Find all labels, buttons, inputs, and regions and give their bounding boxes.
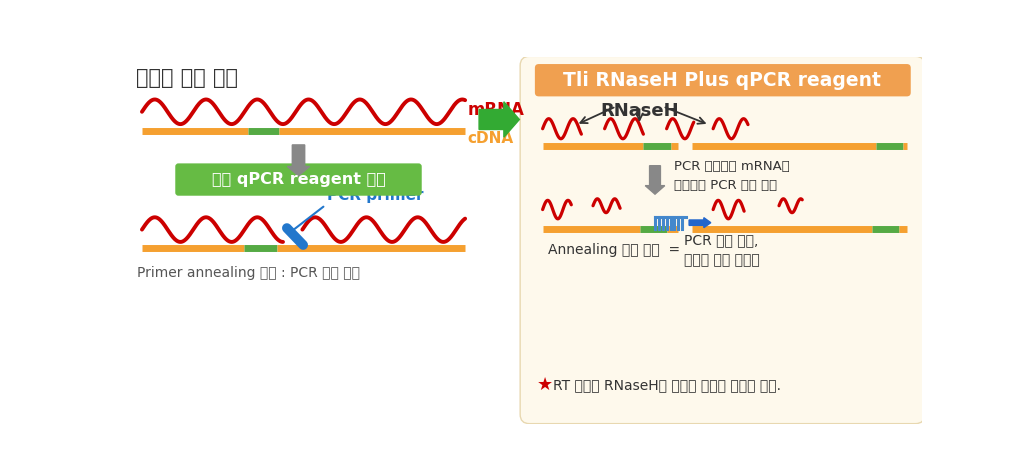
FancyArrow shape xyxy=(689,218,711,228)
Text: 기존 qPCR reagent 사용: 기존 qPCR reagent 사용 xyxy=(212,172,385,187)
Text: ★: ★ xyxy=(537,376,553,394)
FancyArrow shape xyxy=(288,145,309,176)
Text: Primer annealing 저해 : PCR 효율 저하: Primer annealing 저해 : PCR 효율 저하 xyxy=(137,266,360,280)
FancyArrow shape xyxy=(479,102,519,137)
Text: PCR 반응액내 mRNA를
분해하여 PCR 효율 증가: PCR 반응액내 mRNA를 분해하여 PCR 효율 증가 xyxy=(675,160,791,192)
Text: PCR 효율 증가,
특별한 과정 불필요: PCR 효율 증가, 특별한 과정 불필요 xyxy=(684,234,760,267)
FancyBboxPatch shape xyxy=(175,163,422,196)
Text: RNaseH: RNaseH xyxy=(600,102,679,120)
Text: 역전사 반응 종료: 역전사 반응 종료 xyxy=(136,68,238,88)
Text: cDNA: cDNA xyxy=(467,131,514,146)
Text: Annealing 효율 증가  =: Annealing 효율 증가 = xyxy=(548,243,680,258)
Text: RT 반응후 RNaseH를 별도로 처리할 필요가 없다.: RT 반응후 RNaseH를 별도로 처리할 필요가 없다. xyxy=(553,378,780,392)
Text: mRNA: mRNA xyxy=(467,101,524,119)
FancyArrow shape xyxy=(645,166,665,194)
Text: Tli RNaseH Plus qPCR reagent: Tli RNaseH Plus qPCR reagent xyxy=(563,71,882,89)
Text: PCR primer: PCR primer xyxy=(328,188,424,203)
FancyBboxPatch shape xyxy=(520,56,925,424)
FancyBboxPatch shape xyxy=(535,64,910,97)
